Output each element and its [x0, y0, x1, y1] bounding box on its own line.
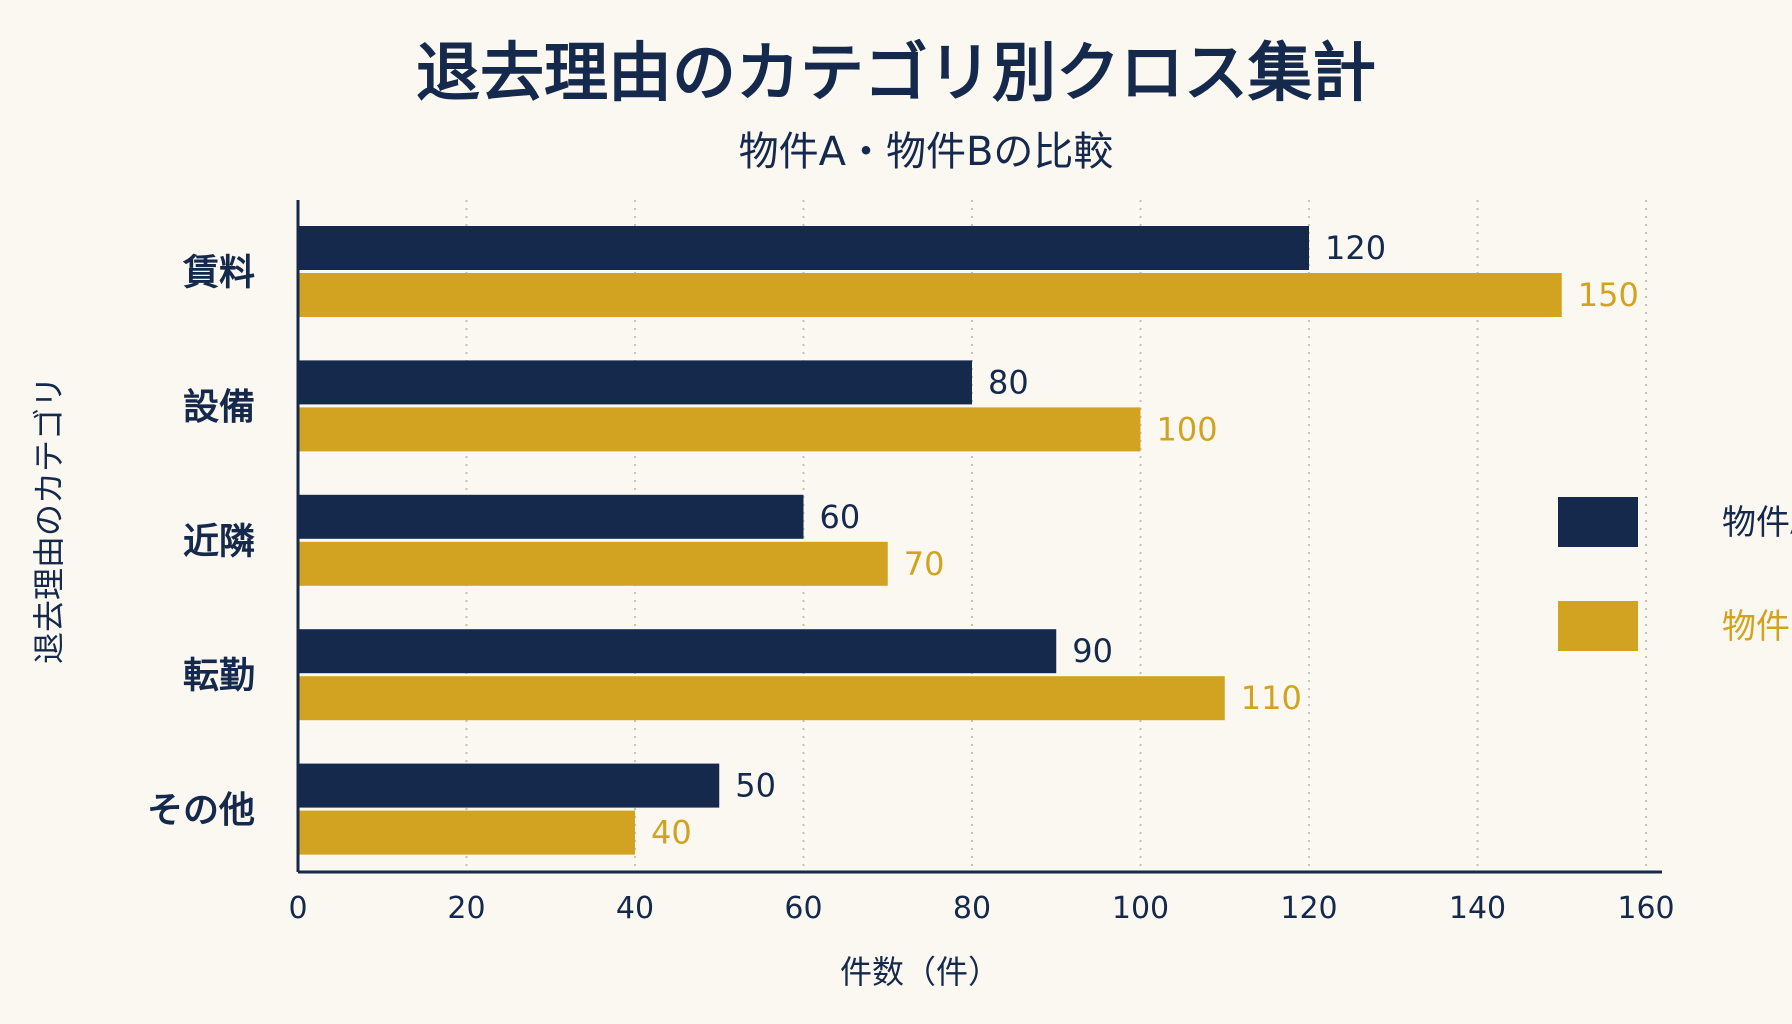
bar — [298, 541, 888, 586]
bar — [298, 810, 635, 855]
legend: 物件A 物件B — [1558, 497, 1792, 651]
category-label: その他 — [147, 790, 255, 831]
bar — [298, 360, 972, 405]
bar-value-label: 100 — [1157, 410, 1218, 448]
bar-value-label: 120 — [1325, 229, 1386, 267]
x-tick-label: 160 — [1617, 891, 1674, 926]
legend-label: 物件A — [1722, 503, 1792, 543]
x-axis-title: 件数（件） — [840, 953, 1000, 991]
category-label: 近隣 — [183, 521, 255, 562]
x-tick-label: 60 — [784, 891, 822, 926]
bar-value-label: 70 — [904, 545, 945, 583]
x-tick-label: 20 — [447, 891, 485, 926]
bar — [298, 273, 1562, 317]
bar — [298, 763, 720, 808]
x-tick-label: 100 — [1112, 891, 1169, 926]
y-axis-title: 退去理由のカテゴリ — [30, 376, 68, 664]
x-tick-label: 0 — [288, 891, 307, 926]
x-tick-label: 80 — [953, 891, 991, 926]
bars — [298, 226, 1562, 855]
category-label: 設備 — [183, 387, 255, 428]
bar — [298, 494, 804, 539]
bar-value-label: 60 — [820, 498, 861, 536]
bar — [298, 407, 1141, 452]
chart-subtitle: 物件A・物件Bの比較 — [739, 129, 1114, 175]
bar — [298, 676, 1225, 721]
bar-value-label: 150 — [1578, 276, 1639, 314]
bar — [298, 226, 1309, 270]
x-tick-label: 120 — [1280, 891, 1337, 926]
category-label: 賃料 — [182, 253, 255, 294]
bar — [298, 629, 1057, 674]
legend-label: 物件B — [1722, 607, 1792, 647]
bar-value-label: 110 — [1241, 679, 1302, 717]
legend-swatch — [1558, 497, 1638, 547]
bar-value-label: 40 — [651, 814, 692, 852]
labels: 0 20 40 60 80 100 120 140 160 賃料 120 150 設備 80 100 近隣 60… — [147, 229, 1675, 926]
bar-value-label: 50 — [735, 767, 776, 805]
category-label: 転勤 — [183, 656, 255, 697]
chart-title: 退去理由のカテゴリ別クロス集計 — [416, 37, 1376, 111]
bar-value-label: 90 — [1072, 632, 1113, 670]
legend-swatch — [1558, 601, 1638, 651]
x-tick-label: 40 — [616, 891, 654, 926]
x-tick-label: 140 — [1449, 891, 1506, 926]
bar-value-label: 80 — [988, 363, 1029, 401]
